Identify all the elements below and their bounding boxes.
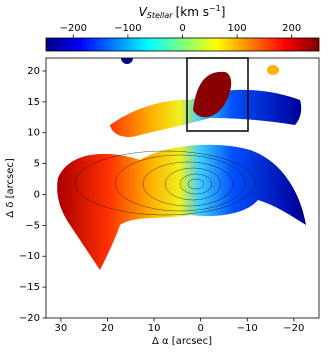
y-tick-label: 5 bbox=[34, 159, 40, 170]
y-tick-label: 10 bbox=[27, 128, 40, 139]
colorbar-tick-label: −200 bbox=[60, 23, 87, 34]
y-tick-label: −5 bbox=[25, 220, 40, 231]
y-tick-label: 0 bbox=[34, 189, 40, 200]
label-end: ] bbox=[221, 5, 226, 19]
colorbar-tick-label: 200 bbox=[282, 23, 301, 34]
velocity-map bbox=[57, 58, 307, 270]
axes-frame bbox=[45, 57, 320, 319]
colorbar-tick-label: −100 bbox=[114, 23, 141, 34]
x-tick-label: 0 bbox=[197, 323, 203, 334]
y-tick-label: −15 bbox=[19, 282, 40, 293]
x-tick-label: −20 bbox=[283, 323, 304, 334]
x-tick-label: −10 bbox=[237, 323, 258, 334]
y-tick-label: −10 bbox=[19, 251, 40, 262]
label-sup: −1 bbox=[209, 4, 221, 13]
map-core bbox=[193, 71, 232, 118]
x-tick-label: 20 bbox=[101, 323, 114, 334]
x-tick-label: 30 bbox=[55, 323, 68, 334]
y-tick-label: 20 bbox=[27, 66, 40, 77]
colorbar bbox=[45, 37, 320, 52]
contours bbox=[74, 150, 256, 216]
x-axis-label: Δ α [arcsec] bbox=[152, 336, 212, 347]
label-unit: [km s bbox=[176, 5, 209, 19]
label-sub: Stellar bbox=[147, 11, 173, 20]
map-body bbox=[57, 144, 307, 270]
map-knot bbox=[267, 65, 279, 75]
colorbar-label: VStellar [km s−1] bbox=[139, 4, 226, 20]
label-v: V bbox=[139, 5, 148, 19]
colorbar-tick-label: 0 bbox=[179, 23, 185, 34]
map-knot bbox=[121, 58, 133, 64]
y-axis-label: Δ δ [arcsec] bbox=[5, 158, 16, 218]
y-tick-label: −20 bbox=[19, 313, 40, 324]
colorbar-tick-label: 100 bbox=[228, 23, 247, 34]
x-tick-label: 10 bbox=[148, 323, 161, 334]
y-tick-label: 15 bbox=[27, 97, 40, 108]
